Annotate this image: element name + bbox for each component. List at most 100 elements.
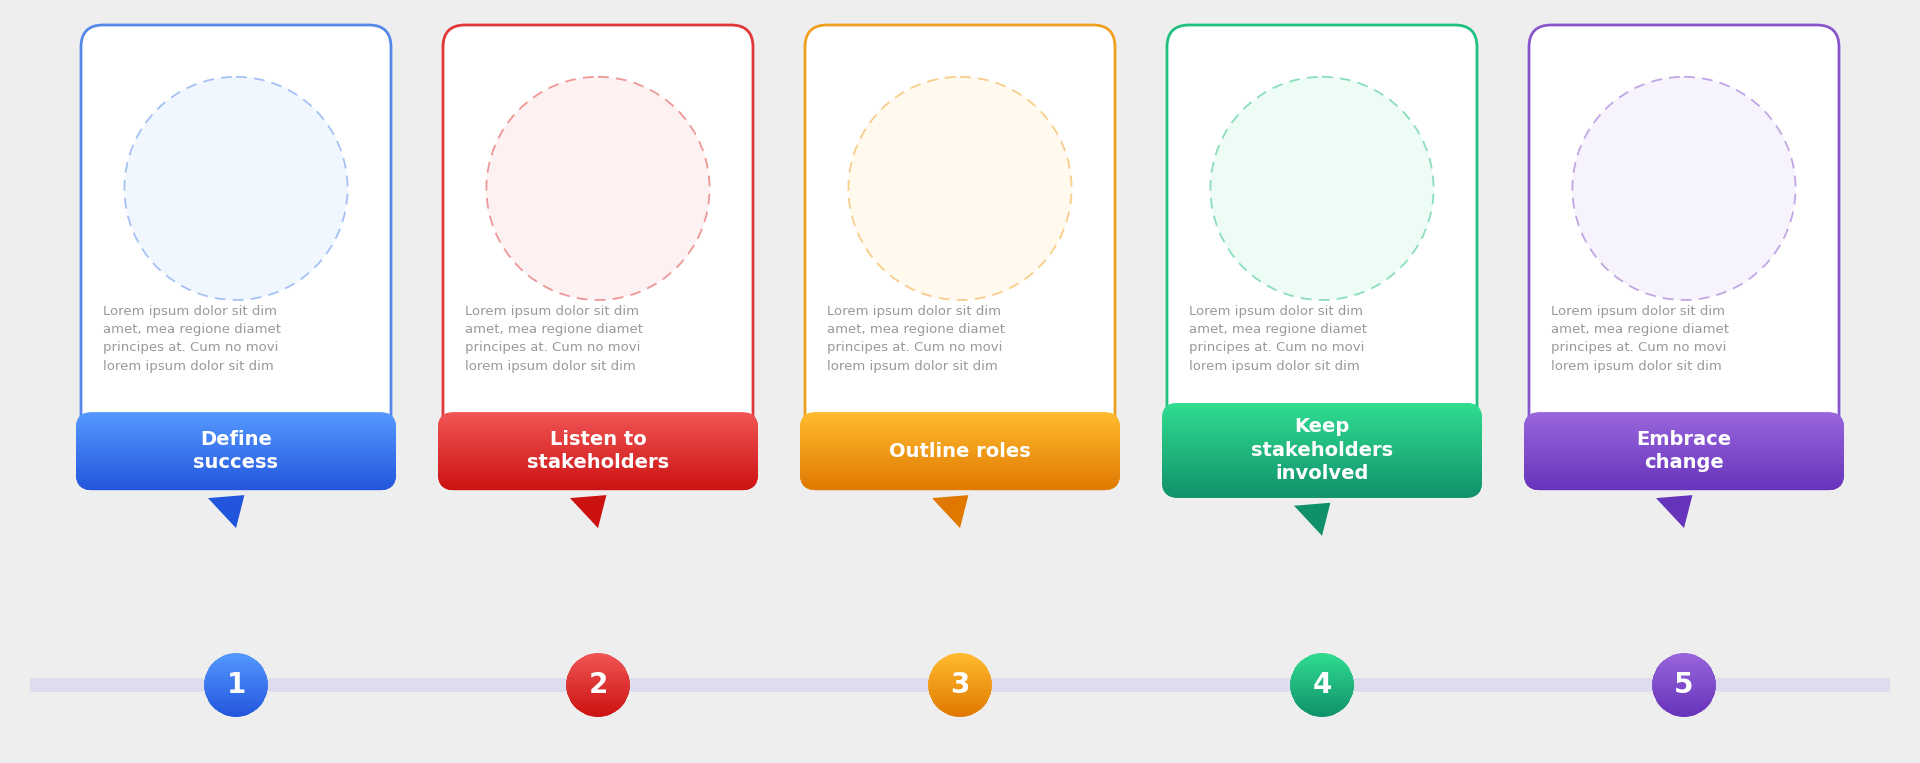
Bar — [438, 464, 758, 466]
Bar — [1162, 418, 1482, 420]
Bar — [438, 456, 758, 458]
Bar — [801, 439, 1119, 442]
Bar — [1162, 451, 1482, 452]
Bar — [77, 484, 396, 485]
Bar — [931, 697, 989, 698]
Bar — [566, 684, 630, 687]
Bar — [1672, 714, 1695, 716]
Bar — [1300, 707, 1346, 708]
Bar — [929, 675, 991, 677]
Bar — [1162, 467, 1482, 469]
Bar — [77, 443, 396, 445]
Bar — [77, 476, 396, 478]
Text: Outline roles: Outline roles — [889, 442, 1031, 461]
Bar — [438, 485, 758, 486]
Bar — [1162, 430, 1482, 433]
Bar — [1294, 700, 1350, 701]
Bar — [438, 472, 758, 473]
Text: 1: 1 — [227, 671, 246, 699]
Bar — [77, 488, 396, 491]
Bar — [933, 668, 987, 669]
Bar — [1524, 484, 1843, 485]
Bar — [1162, 478, 1482, 480]
Bar — [578, 660, 618, 662]
Bar — [1524, 488, 1843, 491]
Bar — [568, 698, 628, 700]
Bar — [1290, 684, 1354, 687]
Bar — [438, 423, 758, 425]
Bar — [1676, 653, 1692, 655]
Bar — [438, 479, 758, 481]
Bar — [1524, 430, 1843, 432]
Bar — [801, 417, 1119, 419]
Bar — [438, 424, 758, 426]
Bar — [205, 678, 267, 680]
Bar — [205, 692, 267, 694]
Bar — [438, 478, 758, 480]
Bar — [77, 416, 396, 418]
Bar — [1524, 467, 1843, 469]
Bar — [204, 687, 269, 688]
Bar — [1524, 478, 1843, 480]
Bar — [801, 465, 1119, 468]
Bar — [217, 658, 255, 660]
Bar — [77, 423, 396, 425]
Bar — [438, 462, 758, 465]
Bar — [801, 481, 1119, 482]
Polygon shape — [207, 495, 244, 528]
Bar — [937, 662, 983, 664]
Bar — [801, 430, 1119, 432]
Bar — [438, 463, 758, 465]
Bar — [438, 427, 758, 428]
Bar — [77, 439, 396, 441]
Text: 3: 3 — [950, 671, 970, 699]
Bar — [801, 429, 1119, 430]
Bar — [1300, 662, 1346, 664]
Bar — [77, 458, 396, 459]
Bar — [1162, 447, 1482, 449]
Bar — [438, 460, 758, 462]
Bar — [1162, 497, 1482, 499]
Bar — [1162, 424, 1482, 426]
Bar — [941, 710, 979, 711]
Bar — [1162, 474, 1482, 475]
Bar — [1296, 702, 1348, 703]
Bar — [1524, 490, 1843, 492]
Bar — [801, 427, 1119, 428]
Bar — [1162, 494, 1482, 496]
Bar — [1665, 710, 1703, 711]
Bar — [801, 448, 1119, 449]
Bar — [77, 429, 396, 430]
Bar — [933, 702, 987, 703]
Bar — [570, 701, 626, 703]
Bar — [566, 678, 630, 679]
Bar — [438, 438, 758, 440]
Text: Lorem ipsum dolor sit dim
amet, mea regione diamet
principes at. Cum no movi
lor: Lorem ipsum dolor sit dim amet, mea regi… — [828, 304, 1004, 373]
Bar — [566, 692, 630, 694]
Bar — [801, 467, 1119, 469]
Bar — [1653, 688, 1716, 690]
Bar — [801, 423, 1119, 424]
Bar — [1524, 426, 1843, 427]
Bar — [77, 489, 396, 491]
Bar — [578, 658, 618, 660]
Bar — [801, 452, 1119, 454]
Bar — [1524, 475, 1843, 476]
Bar — [1162, 433, 1482, 434]
Bar — [438, 414, 758, 416]
Bar — [1667, 658, 1701, 659]
Bar — [948, 655, 972, 656]
Bar — [438, 414, 758, 417]
Bar — [948, 714, 972, 716]
Bar — [1524, 417, 1843, 419]
Bar — [1162, 446, 1482, 448]
Bar — [1661, 707, 1707, 708]
Bar — [1162, 436, 1482, 437]
Bar — [217, 710, 255, 711]
Bar — [1524, 473, 1843, 475]
Bar — [1162, 449, 1482, 451]
Bar — [801, 472, 1119, 473]
Bar — [927, 684, 993, 687]
Bar — [1524, 414, 1843, 416]
Bar — [31, 678, 1889, 692]
